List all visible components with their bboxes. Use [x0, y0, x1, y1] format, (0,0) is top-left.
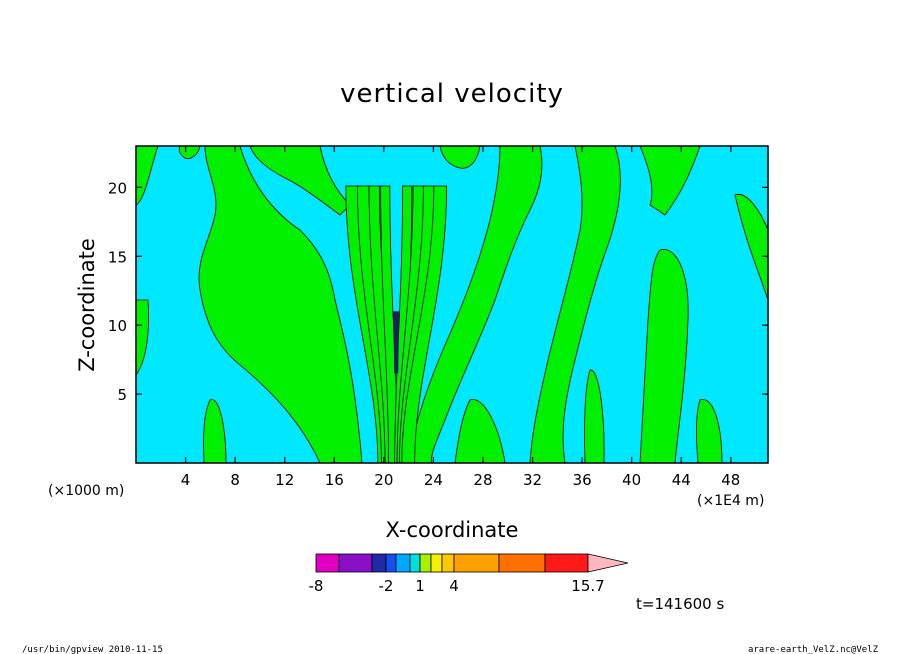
x-tick-label: 16	[325, 471, 344, 489]
colorbar-tick-label: -2	[379, 577, 394, 595]
x-unit-left: (×1000 m)	[48, 483, 124, 499]
colorbar-extend-arrow	[587, 553, 629, 573]
x-tick-label: 20	[374, 471, 393, 489]
x-axis-label: X-coordinate	[386, 518, 519, 542]
x-tick-label: 36	[573, 471, 592, 489]
x-tick-label: 44	[672, 471, 691, 489]
x-tick-label: 32	[523, 471, 542, 489]
y-axis-ticks: 5 10 15 20	[108, 179, 768, 404]
colorbar	[315, 553, 629, 573]
colorbar-cell	[419, 553, 432, 573]
x-axis-ticks: 4 8 12 16 20 24 28 32 36 40 44 48	[181, 146, 740, 489]
colorbar-cell	[315, 553, 340, 573]
x-tick-label: 12	[275, 471, 294, 489]
y-tick-label: 15	[108, 248, 127, 266]
colorbar-cell	[395, 553, 411, 573]
colorbar-ticks: -8 -2 1 4 15.7	[309, 577, 605, 595]
x-tick-label: 48	[721, 471, 740, 489]
positive-region-11	[454, 399, 506, 463]
positive-region-6	[639, 146, 701, 216]
positive-region-2	[249, 146, 351, 216]
jet-band-3	[380, 185, 399, 463]
strong-updraft-core	[393, 311, 400, 374]
colorbar-cell	[409, 553, 421, 573]
positive-region-14	[178, 146, 201, 159]
positive-region-4	[407, 146, 543, 463]
x-tick-label: 40	[622, 471, 641, 489]
colorbar-tick-label: 4	[449, 577, 459, 595]
time-label: t=141600 s	[636, 595, 724, 613]
plot-frame	[135, 145, 769, 464]
positive-region-10	[203, 399, 227, 463]
footer-right: arare-earth_VelZ.nc@VelZ	[748, 645, 879, 654]
plot-area	[136, 146, 768, 463]
x-tick-label: 24	[424, 471, 443, 489]
chart-title: vertical velocity	[340, 79, 564, 109]
positive-region-12	[584, 369, 605, 463]
colorbar-tick-label: 15.7	[571, 577, 604, 595]
footer-left: /usr/bin/gpview 2010-11-15	[22, 645, 163, 654]
colorbar-cell	[385, 553, 397, 573]
y-tick-label: 10	[108, 317, 127, 335]
x-unit-right: (×1E4 m)	[697, 493, 764, 509]
colorbar-cell	[338, 553, 373, 573]
colorbar-cell	[371, 553, 387, 573]
colorbar-cell	[441, 553, 455, 573]
colorbar-tick-label: 1	[415, 577, 425, 595]
positive-region-1	[198, 146, 363, 463]
y-axis-label: Z-coordinate	[75, 238, 99, 372]
positive-region-13	[439, 146, 481, 169]
colorbar-cell	[498, 553, 546, 573]
positive-region-5	[529, 146, 621, 463]
colorbar-cell	[453, 553, 500, 573]
y-tick-label: 20	[108, 179, 127, 197]
colorbar-tick-label: -8	[309, 577, 324, 595]
x-tick-label: 8	[230, 471, 240, 489]
positive-region-7	[639, 248, 689, 463]
colorbar-cell	[430, 553, 443, 573]
x-tick-label: 4	[181, 471, 191, 489]
y-tick-label: 5	[117, 386, 127, 404]
colorbar-cell	[544, 553, 589, 573]
velocity-contours	[136, 146, 768, 463]
x-tick-label: 28	[473, 471, 492, 489]
jet-band-8	[401, 185, 448, 463]
